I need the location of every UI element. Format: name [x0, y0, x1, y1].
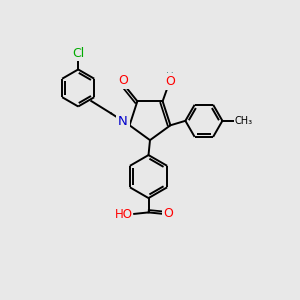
- Text: Cl: Cl: [72, 46, 84, 59]
- Text: HO: HO: [115, 208, 133, 221]
- Text: CH₃: CH₃: [235, 116, 253, 126]
- Text: H: H: [166, 72, 174, 82]
- Text: O: O: [118, 74, 128, 87]
- Text: N: N: [118, 115, 128, 128]
- Text: O: O: [165, 75, 175, 88]
- Text: O: O: [164, 207, 173, 220]
